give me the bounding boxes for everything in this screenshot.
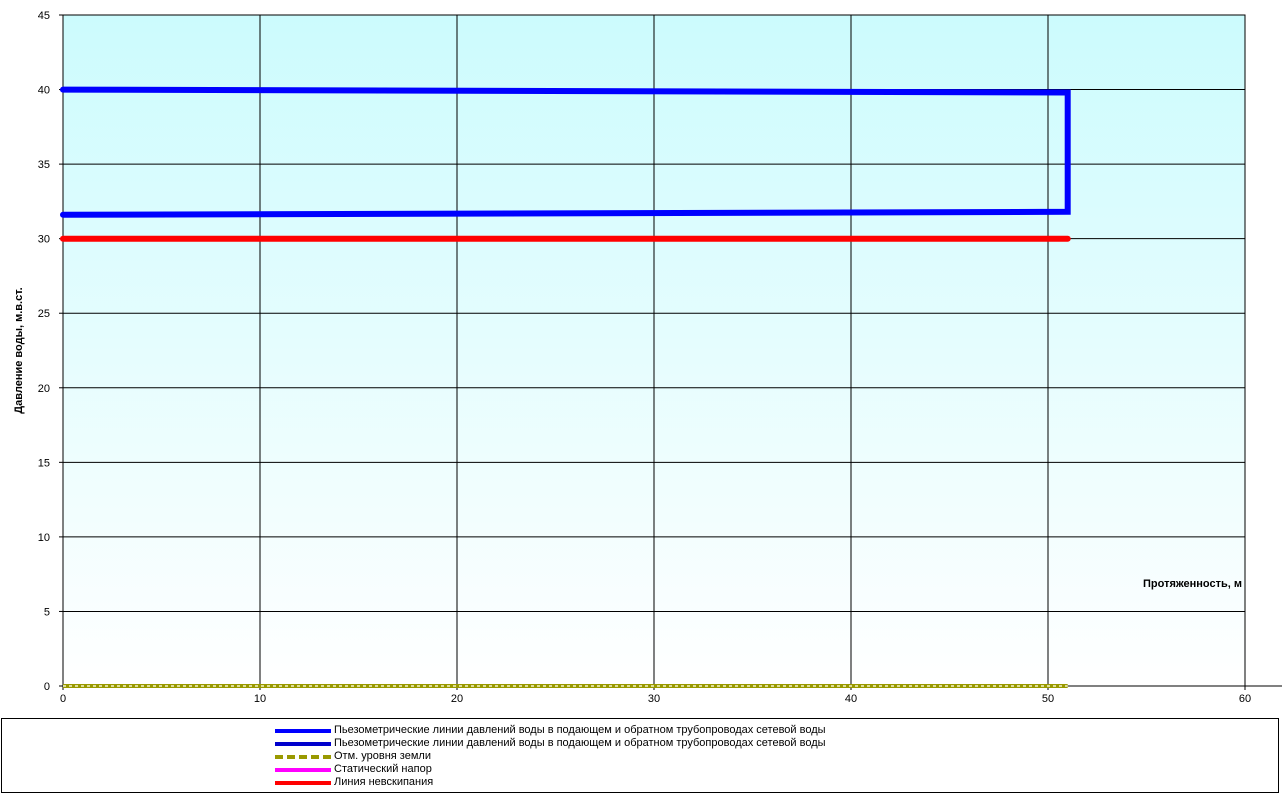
legend-item: Пьезометрические линии давлений воды в п…: [275, 737, 826, 750]
x-tick-label: 0: [60, 693, 66, 705]
y-tick-label: 10: [38, 532, 50, 544]
x-tick-label: 40: [845, 693, 857, 705]
legend-label: Статический напор: [334, 763, 432, 775]
y-tick-label: 35: [38, 159, 50, 171]
grid-lines: [59, 14, 1282, 690]
legend: Пьезометрические линии давлений воды в п…: [1, 718, 1279, 793]
y-tick-label: 30: [38, 234, 50, 246]
legend-swatch: [275, 780, 331, 785]
legend-label: Линия невскипания: [334, 776, 434, 788]
y-tick-label: 40: [38, 85, 50, 97]
legend-label: Отм. уровня земли: [334, 750, 431, 762]
y-tick-label: 15: [38, 457, 50, 469]
x-tick-label: 30: [648, 693, 660, 705]
y-tick-label: 25: [38, 308, 50, 320]
y-tick-label: 45: [38, 10, 50, 22]
x-tick-label: 50: [1042, 693, 1054, 705]
tick-labels: 0 10 20 30 40 50 60 0 5 10 15 20 25 30 35 40 45: [38, 10, 1251, 705]
legend-swatch: [275, 741, 331, 746]
legend-item: Пьезометрические линии давлений воды в п…: [275, 724, 826, 737]
legend-item: Линия невскипания: [275, 776, 826, 789]
y-tick-label: 0: [44, 681, 50, 693]
legend-label: Пьезометрические линии давлений воды в п…: [334, 724, 826, 736]
legend-items: Пьезометрические линии давлений воды в п…: [275, 724, 826, 789]
y-axis-title: Давление воды, м.в.ст.: [13, 287, 25, 413]
series-line-0: [60, 86, 1071, 218]
y-tick-label: 20: [38, 383, 50, 395]
x-tick-label: 20: [451, 693, 463, 705]
series-layer: [60, 86, 1071, 688]
legend-swatch: [275, 767, 331, 772]
legend-label: Пьезометрические линии давлений воды в п…: [334, 737, 826, 749]
legend-swatch: [275, 754, 331, 759]
x-axis-title: Протяженность, м: [1143, 578, 1242, 590]
x-tick-label: 60: [1239, 693, 1251, 705]
y-tick-label: 5: [44, 606, 50, 618]
legend-item: Статический напор: [275, 763, 826, 776]
legend-item: Отм. уровня земли: [275, 750, 826, 763]
legend-swatch: [275, 728, 331, 733]
x-tick-label: 10: [254, 693, 266, 705]
